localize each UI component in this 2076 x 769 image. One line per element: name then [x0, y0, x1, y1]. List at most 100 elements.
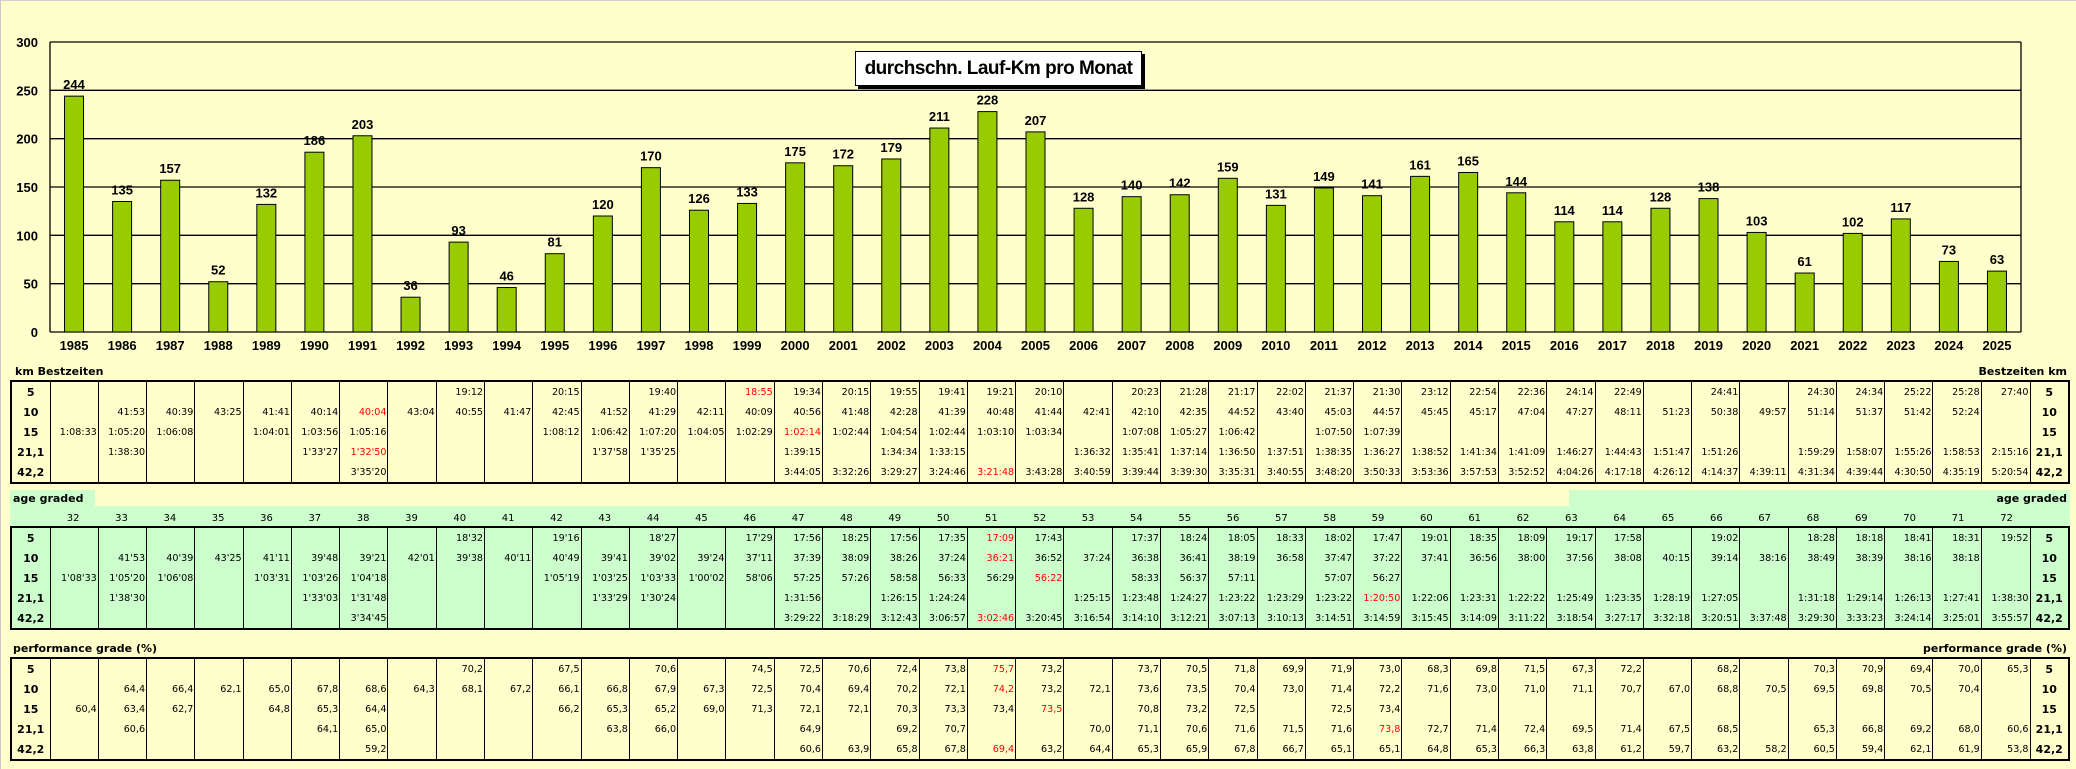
table-cell: 65,3	[580, 699, 630, 719]
table-cell: 51:42	[1884, 402, 1934, 422]
table-cell: 39'02	[628, 548, 679, 568]
table-cell: 1:44:43	[1594, 442, 1644, 462]
x-tick-label: 1992	[396, 338, 425, 353]
bar-value-label: 228	[977, 93, 999, 108]
table-cell: 18'32	[435, 527, 486, 548]
distance-label: 10	[10, 679, 51, 699]
table-cell: 37:39	[773, 548, 824, 568]
table-cell: 3:33:23	[1835, 608, 1886, 629]
record-cell: 1:20:50	[1353, 588, 1403, 608]
table-cell: 43:04	[387, 402, 437, 422]
table-row: 10 41'53 40'39 43'25 41'11 39'48 39'21 42'01 39'…	[10, 548, 2070, 568]
table-cell	[1739, 422, 1789, 442]
table-cell: 1:23:22	[1304, 588, 1355, 608]
age-label: 64	[1613, 512, 1627, 524]
table-cell: 1:34:34	[870, 442, 920, 462]
table-cell: 1'35'25	[628, 442, 679, 462]
x-tick-label: 2020	[1742, 338, 1771, 353]
table-cell: 64,8	[242, 699, 292, 719]
bar-value-label: 133	[736, 184, 758, 199]
distance-label: 42,2	[10, 462, 51, 483]
age-label: 72	[2000, 512, 2013, 524]
table-cell: 64,4	[1063, 739, 1113, 760]
table-cell: 41:48	[821, 402, 872, 422]
table-cell: 3:25:01	[1932, 608, 1982, 629]
table-cell: 37:22	[1353, 548, 1403, 568]
table-cell: 68,8	[1691, 679, 1741, 699]
table-cell	[484, 588, 534, 608]
table-cell	[146, 719, 196, 739]
x-tick-label: 1990	[300, 338, 329, 353]
table-cell: 70,2	[870, 679, 920, 699]
table-cell	[1063, 381, 1113, 402]
table-cell: 40'39	[146, 548, 196, 568]
table-cell: 18:18	[1835, 527, 1886, 548]
x-tick-label: 2007	[1117, 338, 1146, 353]
bar-2010	[1265, 204, 1286, 333]
age-label: 59	[1371, 512, 1385, 524]
table-cell	[146, 588, 196, 608]
bar-2003	[929, 127, 950, 333]
table-cell	[97, 381, 148, 402]
table-cell: 3:39:44	[1111, 462, 1161, 483]
table-cell	[194, 462, 244, 483]
table-cell: 70,9	[1835, 658, 1886, 679]
bar-value-label: 179	[880, 140, 902, 155]
bar-value-label: 93	[451, 223, 465, 238]
table-cell: 1'00'02	[677, 568, 727, 588]
table-cell: 22:02	[1256, 381, 1306, 402]
table-cell: 52:24	[1932, 402, 1982, 422]
table-cell: 73,6	[1111, 679, 1161, 699]
bar-value-label: 46	[499, 269, 513, 284]
age-label: 45	[695, 512, 708, 524]
record-cell: 74,2	[966, 679, 1017, 699]
table-cell	[146, 608, 196, 629]
bar-value-label: 73	[1942, 242, 1956, 257]
table-cell: 59,7	[1642, 739, 1693, 760]
table-cell: 39'41	[580, 548, 630, 568]
bar-2007	[1121, 196, 1142, 333]
table-cell	[146, 442, 196, 462]
table-cell: 1'37'58	[580, 442, 630, 462]
table-cell: 67,0	[1642, 679, 1693, 699]
table-cell: 23:12	[1401, 381, 1451, 402]
table-cell	[628, 462, 679, 483]
x-tick-label: 1987	[156, 338, 185, 353]
table-cell: 42:41	[1063, 402, 1113, 422]
table-cell: 70,5	[1884, 679, 1934, 699]
table-cell: 70,2	[435, 658, 486, 679]
bar-2000	[785, 162, 806, 333]
bar-value-label: 165	[1457, 154, 1479, 169]
table-cell	[1787, 568, 1837, 588]
table-cell: 18:09	[1497, 527, 1548, 548]
bar-2016	[1554, 221, 1575, 333]
table-row: 10 41:53 40:39 43:25 41:41 40:14 40:04 43:04 40:…	[10, 402, 2070, 422]
table-cell: 68,3	[1401, 658, 1451, 679]
table-cell: 62,1	[1884, 739, 1934, 760]
age-label: 36	[260, 512, 273, 524]
table-cell: 1'08'33	[49, 568, 99, 588]
table-cell: 71,1	[1546, 679, 1596, 699]
table-row: 15 1:08:33 1:05:20 1:06:08 1:04:01 1:03:56 1:0…	[10, 422, 2070, 442]
table-cell: 73,5	[1159, 679, 1210, 699]
x-tick-label: 2017	[1598, 338, 1627, 353]
table-cell	[1739, 658, 1789, 679]
table-cell	[484, 739, 534, 760]
table-cell: 4:35:19	[1932, 462, 1982, 483]
table-cell: 60,5	[1787, 739, 1837, 760]
table-cell	[484, 422, 534, 442]
table-row: 5 70,2 67,5 70,6 74,5 72,5 70,6 72,4 73,8 75,7 73,…	[10, 658, 2070, 679]
table-cell: 1:24:27	[1159, 588, 1210, 608]
table-cell: 45:45	[1401, 402, 1451, 422]
table-cell	[1884, 422, 1934, 442]
table-cell: 58,2	[1739, 739, 1789, 760]
bar-value-label: 81	[548, 235, 562, 250]
table-cell	[1449, 422, 1499, 442]
table-cell	[387, 608, 437, 629]
table-cell: 1:02:44	[821, 422, 872, 442]
table-cell: 19:34	[773, 381, 824, 402]
table-cell: 64,1	[290, 719, 341, 739]
table-cell	[387, 719, 437, 739]
bar-2015	[1506, 192, 1527, 333]
x-tick-label: 2003	[925, 338, 954, 353]
